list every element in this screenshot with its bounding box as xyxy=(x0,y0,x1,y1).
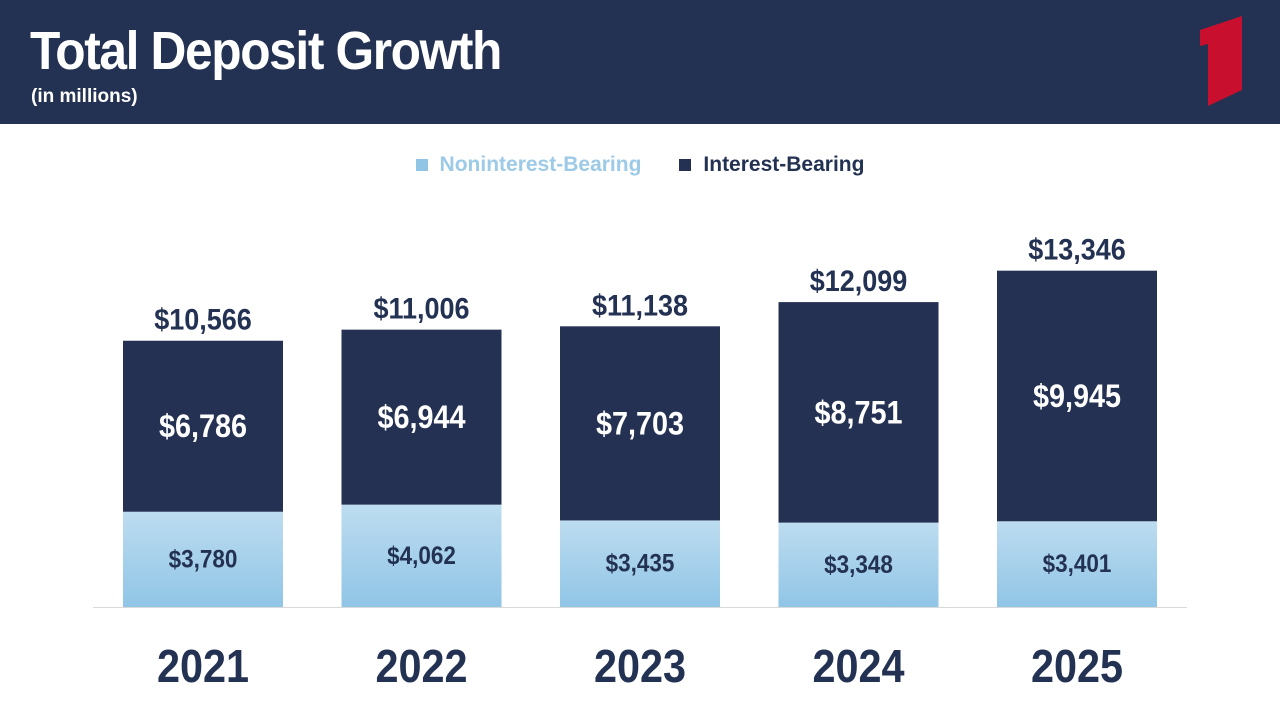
data-label-total-2022: $11,006 xyxy=(373,292,469,326)
bar-interest-bearing-2024 xyxy=(778,302,939,523)
header-banner: Total Deposit Growth (in millions) xyxy=(0,0,1280,124)
bar-interest-bearing-2023 xyxy=(560,326,720,521)
data-label-total-2023: $11,138 xyxy=(592,289,688,323)
bar-noninterest-bearing-2022 xyxy=(341,504,502,607)
bar-interest-bearing-2022 xyxy=(341,329,502,505)
chart-legend: Noninterest-Bearing Interest-Bearing xyxy=(0,150,1280,180)
bar-noninterest-bearing-2023 xyxy=(560,520,720,607)
x-tick-label-2023: 2023 xyxy=(594,641,686,693)
legend-item-interest-bearing: Interest-Bearing xyxy=(679,153,864,177)
data-label-interest-bearing-2022: $6,944 xyxy=(377,400,465,436)
data-label-interest-bearing-2024: $8,751 xyxy=(814,395,902,431)
legend-swatch-noninterest-bearing xyxy=(415,159,428,171)
data-label-noninterest-bearing-2021: $3,780 xyxy=(169,545,238,573)
bar-interest-bearing-2021 xyxy=(123,340,283,512)
data-label-interest-bearing-2021: $6,786 xyxy=(159,409,247,445)
x-tick-label-2022: 2022 xyxy=(375,641,467,693)
legend-item-noninterest-bearing: Noninterest-Bearing xyxy=(415,153,642,177)
x-tick-label-2024: 2024 xyxy=(812,641,905,693)
x-tick-label-2025: 2025 xyxy=(1031,641,1123,693)
data-label-noninterest-bearing-2025: $3,401 xyxy=(1043,550,1112,578)
x-tick-label-2021: 2021 xyxy=(157,641,249,693)
legend-swatch-interest-bearing xyxy=(679,159,692,171)
data-label-total-2025: $13,346 xyxy=(1028,233,1126,267)
bar-noninterest-bearing-2025 xyxy=(997,521,1157,607)
data-label-interest-bearing-2025: $9,945 xyxy=(1033,379,1121,415)
legend-label-interest-bearing: Interest-Bearing xyxy=(703,153,865,176)
data-label-noninterest-bearing-2024: $3,348 xyxy=(824,551,893,579)
bar-noninterest-bearing-2021 xyxy=(123,511,283,607)
bar-noninterest-bearing-2024 xyxy=(778,522,939,607)
data-label-total-2021: $10,566 xyxy=(154,303,252,337)
data-label-noninterest-bearing-2023: $3,435 xyxy=(606,550,675,578)
data-label-interest-bearing-2023: $7,703 xyxy=(596,406,684,442)
bar-interest-bearing-2025 xyxy=(997,270,1157,522)
data-label-noninterest-bearing-2022: $4,062 xyxy=(387,542,456,570)
data-label-total-2024: $12,099 xyxy=(810,265,908,299)
page-subtitle: (in millions) xyxy=(31,86,138,107)
page-title: Total Deposit Growth xyxy=(30,21,502,81)
legend-label-noninterest-bearing: Noninterest-Bearing xyxy=(439,153,642,176)
red-number-one-logo-icon xyxy=(1200,16,1242,106)
